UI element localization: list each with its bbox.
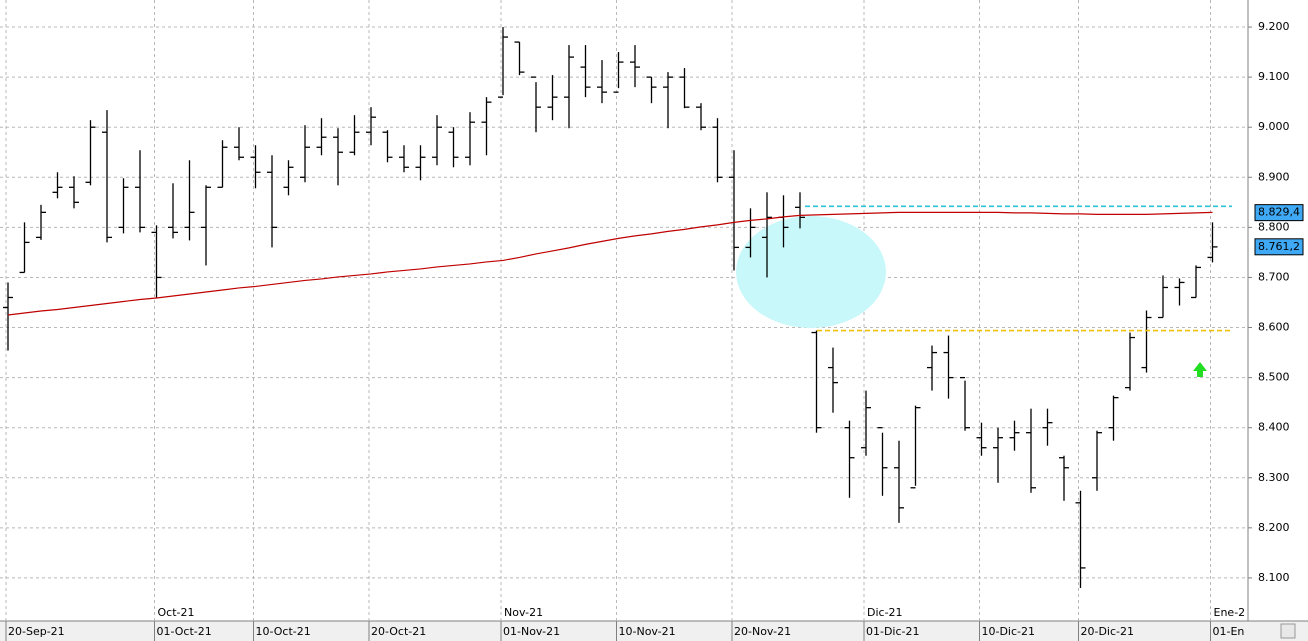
x-tick-label: 01-Oct-21 (157, 625, 212, 638)
y-tick-label: 8.700 (1258, 270, 1290, 283)
price-label: 8.761,2 (1258, 240, 1300, 253)
y-tick-label: 8.200 (1258, 521, 1290, 534)
price-label-box (1254, 204, 1304, 222)
x-tick-label: 10-Dic-21 (982, 625, 1036, 638)
moving-average (7, 211, 1213, 316)
y-tick-label: 8.400 (1258, 421, 1290, 434)
x-tick-label: 01-En (1213, 625, 1245, 638)
y-tick-label: 8.100 (1258, 571, 1290, 584)
month-label: Ene-2 (1214, 606, 1246, 619)
month-label: Oct-21 (158, 606, 195, 619)
x-tick-label: 20-Sep-21 (8, 625, 65, 638)
y-tick-label: 8.500 (1258, 371, 1290, 384)
x-tick-label: 20-Dic-21 (1081, 625, 1135, 638)
y-tick-label: 9.100 (1258, 70, 1290, 83)
x-tick-label: 20-Oct-21 (371, 625, 426, 638)
x-tick-label: 10-Oct-21 (256, 625, 311, 638)
y-tick-label: 9.000 (1258, 120, 1290, 133)
corner-icon[interactable] (1280, 623, 1296, 639)
y-tick-label: 8.800 (1258, 220, 1290, 233)
y-tick-label: 8.900 (1258, 170, 1290, 183)
date-strip (0, 621, 1308, 641)
x-tick-label: 20-Nov-21 (734, 625, 791, 638)
x-tick-label: 01-Dic-21 (866, 625, 920, 638)
price-label: 8.829,4 (1258, 206, 1300, 219)
y-tick-label: 8.600 (1258, 321, 1290, 334)
up-arrow (1193, 362, 1207, 377)
highlight-ellipse (736, 216, 886, 328)
month-label: Dic-21 (867, 606, 903, 619)
x-tick-label: 10-Nov-21 (619, 625, 676, 638)
x-tick-label: 01-Nov-21 (503, 625, 560, 638)
y-tick-label: 9.200 (1258, 20, 1290, 33)
month-label: Nov-21 (504, 606, 543, 619)
price-label-box (1254, 238, 1304, 256)
y-tick-label: 8.300 (1258, 471, 1290, 484)
